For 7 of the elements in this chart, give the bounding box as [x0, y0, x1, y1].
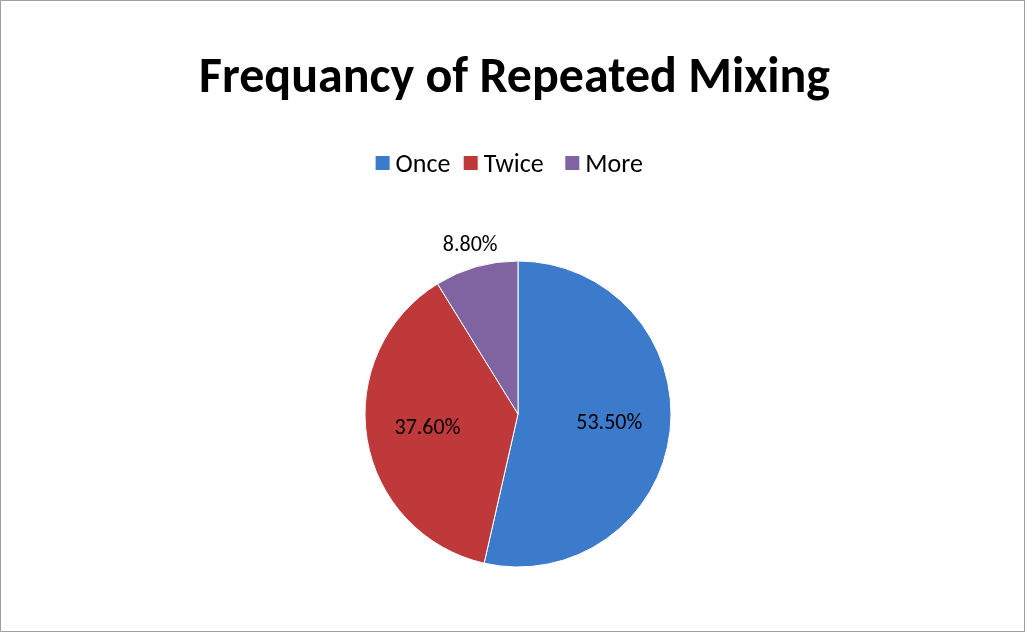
legend-label: More	[585, 147, 643, 179]
data-label: 8.80%	[442, 229, 498, 257]
chart-title: Frequancy of Repeated Mixing	[198, 44, 831, 105]
legend-label: Once	[395, 147, 451, 179]
data-label: 53.50%	[576, 408, 643, 436]
data-label: 37.60%	[394, 413, 461, 441]
legend-label: Twice	[483, 147, 544, 179]
